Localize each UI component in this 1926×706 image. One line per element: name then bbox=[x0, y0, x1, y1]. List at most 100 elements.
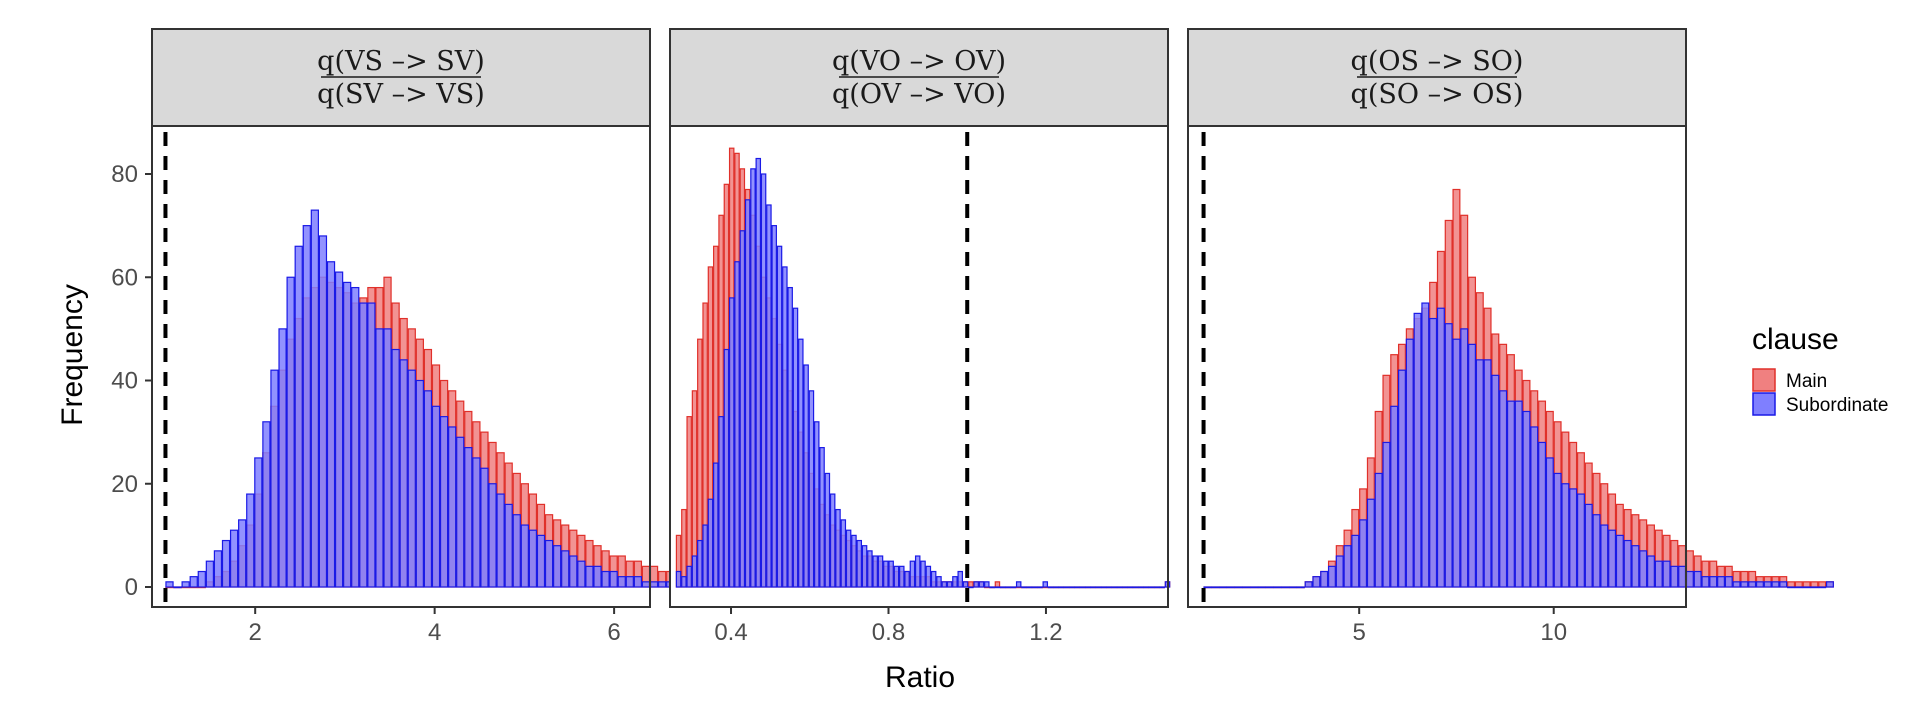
bar-subordinate bbox=[609, 570, 618, 588]
bar-subordinate bbox=[1122, 586, 1128, 589]
bar-subordinate bbox=[383, 328, 392, 588]
bar-subordinate bbox=[1203, 586, 1212, 589]
bar-subordinate bbox=[872, 555, 878, 588]
bar-subordinate bbox=[994, 586, 1001, 589]
bar-subordinate bbox=[1226, 586, 1235, 589]
bar-subordinate bbox=[1444, 323, 1453, 588]
bar-subordinate bbox=[920, 560, 926, 588]
bar-subordinate bbox=[962, 581, 969, 588]
bar-subordinate bbox=[641, 581, 651, 588]
bar-subordinate bbox=[941, 581, 948, 588]
bar-subordinate bbox=[351, 286, 360, 588]
bar-subordinate bbox=[713, 462, 719, 588]
bar-subordinate bbox=[829, 493, 836, 588]
x-tick-label: 10 bbox=[1540, 619, 1567, 646]
bar-subordinate bbox=[1732, 581, 1741, 588]
legend-label-subordinate: Subordinate bbox=[1786, 395, 1888, 416]
bar-subordinate bbox=[1576, 493, 1585, 588]
bar-subordinate bbox=[697, 539, 703, 588]
bar-subordinate bbox=[914, 555, 921, 588]
bar-subordinate bbox=[824, 472, 831, 588]
bar-subordinate bbox=[1320, 570, 1329, 588]
bar-subordinate bbox=[675, 570, 682, 588]
bar-subordinate bbox=[649, 581, 659, 588]
bar-subordinate bbox=[755, 157, 762, 588]
bar-main bbox=[1794, 581, 1803, 588]
y-tick-label: 60 bbox=[111, 264, 138, 291]
bar-main bbox=[968, 581, 974, 588]
bar-subordinate bbox=[407, 369, 416, 588]
legend-key-main bbox=[1752, 368, 1776, 392]
bar-subordinate bbox=[803, 364, 809, 588]
bar-subordinate bbox=[577, 560, 586, 588]
bar-subordinate bbox=[1047, 586, 1054, 589]
bar-subordinate bbox=[835, 508, 841, 588]
bar-subordinate bbox=[1421, 302, 1430, 588]
y-tick-label: 20 bbox=[111, 471, 138, 498]
bar-subordinate bbox=[1069, 586, 1075, 589]
bar-subordinate bbox=[888, 560, 894, 588]
bar-subordinate bbox=[1569, 488, 1578, 588]
bar-subordinate bbox=[723, 348, 730, 588]
bar-subordinate bbox=[1499, 390, 1508, 588]
bar-subordinate bbox=[1413, 312, 1422, 588]
bar-subordinate bbox=[399, 359, 408, 588]
bar-subordinate bbox=[1693, 570, 1702, 588]
bar-subordinate bbox=[946, 581, 953, 588]
bar-subordinate bbox=[286, 276, 295, 588]
bar-subordinate bbox=[681, 576, 687, 588]
bar-subordinate bbox=[877, 555, 884, 588]
bar-subordinate bbox=[1085, 586, 1091, 589]
bar-subordinate bbox=[1639, 550, 1648, 588]
bar-subordinate bbox=[1366, 498, 1375, 588]
bar-subordinate bbox=[1304, 581, 1313, 588]
bar-subordinate bbox=[973, 581, 979, 588]
bar-subordinate bbox=[1553, 472, 1562, 588]
bar-subordinate bbox=[819, 447, 825, 588]
bar-subordinate bbox=[1530, 426, 1539, 588]
bar-subordinate bbox=[787, 286, 793, 588]
bar-subordinate bbox=[423, 390, 433, 588]
bar-subordinate bbox=[1678, 565, 1687, 588]
x-tick-label: 0.8 bbox=[872, 619, 905, 646]
bar-subordinate bbox=[984, 581, 990, 588]
bar-subordinate bbox=[782, 266, 788, 588]
bar-subordinate bbox=[739, 230, 746, 588]
bar-subordinate bbox=[1709, 576, 1718, 588]
panel-border bbox=[1187, 125, 1687, 608]
y-tick-label: 80 bbox=[111, 161, 138, 188]
bar-subordinate bbox=[856, 539, 863, 588]
legend: clause Main Subordinate bbox=[1752, 323, 1888, 416]
bar-subordinate bbox=[480, 467, 489, 588]
y-axis-title: Frequency bbox=[56, 284, 89, 426]
bar-subordinate bbox=[625, 576, 634, 588]
bar-subordinate bbox=[1740, 581, 1749, 588]
bar-subordinate bbox=[1296, 586, 1305, 589]
bar-main bbox=[1787, 581, 1796, 588]
bar-subordinate bbox=[1670, 565, 1679, 588]
bar-subordinate bbox=[270, 369, 279, 588]
bar-subordinate bbox=[1106, 586, 1112, 589]
panel-border bbox=[151, 125, 651, 608]
bar-subordinate bbox=[771, 225, 777, 588]
bars bbox=[165, 209, 715, 589]
bar-main bbox=[681, 508, 687, 588]
bar-subordinate bbox=[760, 173, 767, 588]
bar-subordinate bbox=[1159, 586, 1165, 589]
bar-subordinate bbox=[1100, 586, 1107, 589]
bar-subordinate bbox=[1138, 586, 1144, 589]
bar-subordinate bbox=[1506, 400, 1515, 588]
bar-subordinate bbox=[989, 586, 995, 589]
bar-subordinate bbox=[1289, 586, 1298, 589]
bar-subordinate bbox=[1771, 581, 1780, 588]
bar-subordinate bbox=[657, 581, 667, 588]
bar-subordinate bbox=[1460, 328, 1469, 588]
bar-subordinate bbox=[840, 519, 847, 588]
bar-subordinate bbox=[229, 529, 239, 588]
bar-subordinate bbox=[930, 570, 937, 588]
x-tick-label: 2 bbox=[249, 619, 262, 646]
bar-subordinate bbox=[1265, 586, 1274, 589]
strip-numerator: q(VS –> SV) bbox=[317, 46, 485, 77]
bar-subordinate bbox=[439, 416, 449, 588]
panel-2: q(VO –> OV)q(OV –> VO) 0.4 0.8 1.2 bbox=[669, 28, 1171, 646]
